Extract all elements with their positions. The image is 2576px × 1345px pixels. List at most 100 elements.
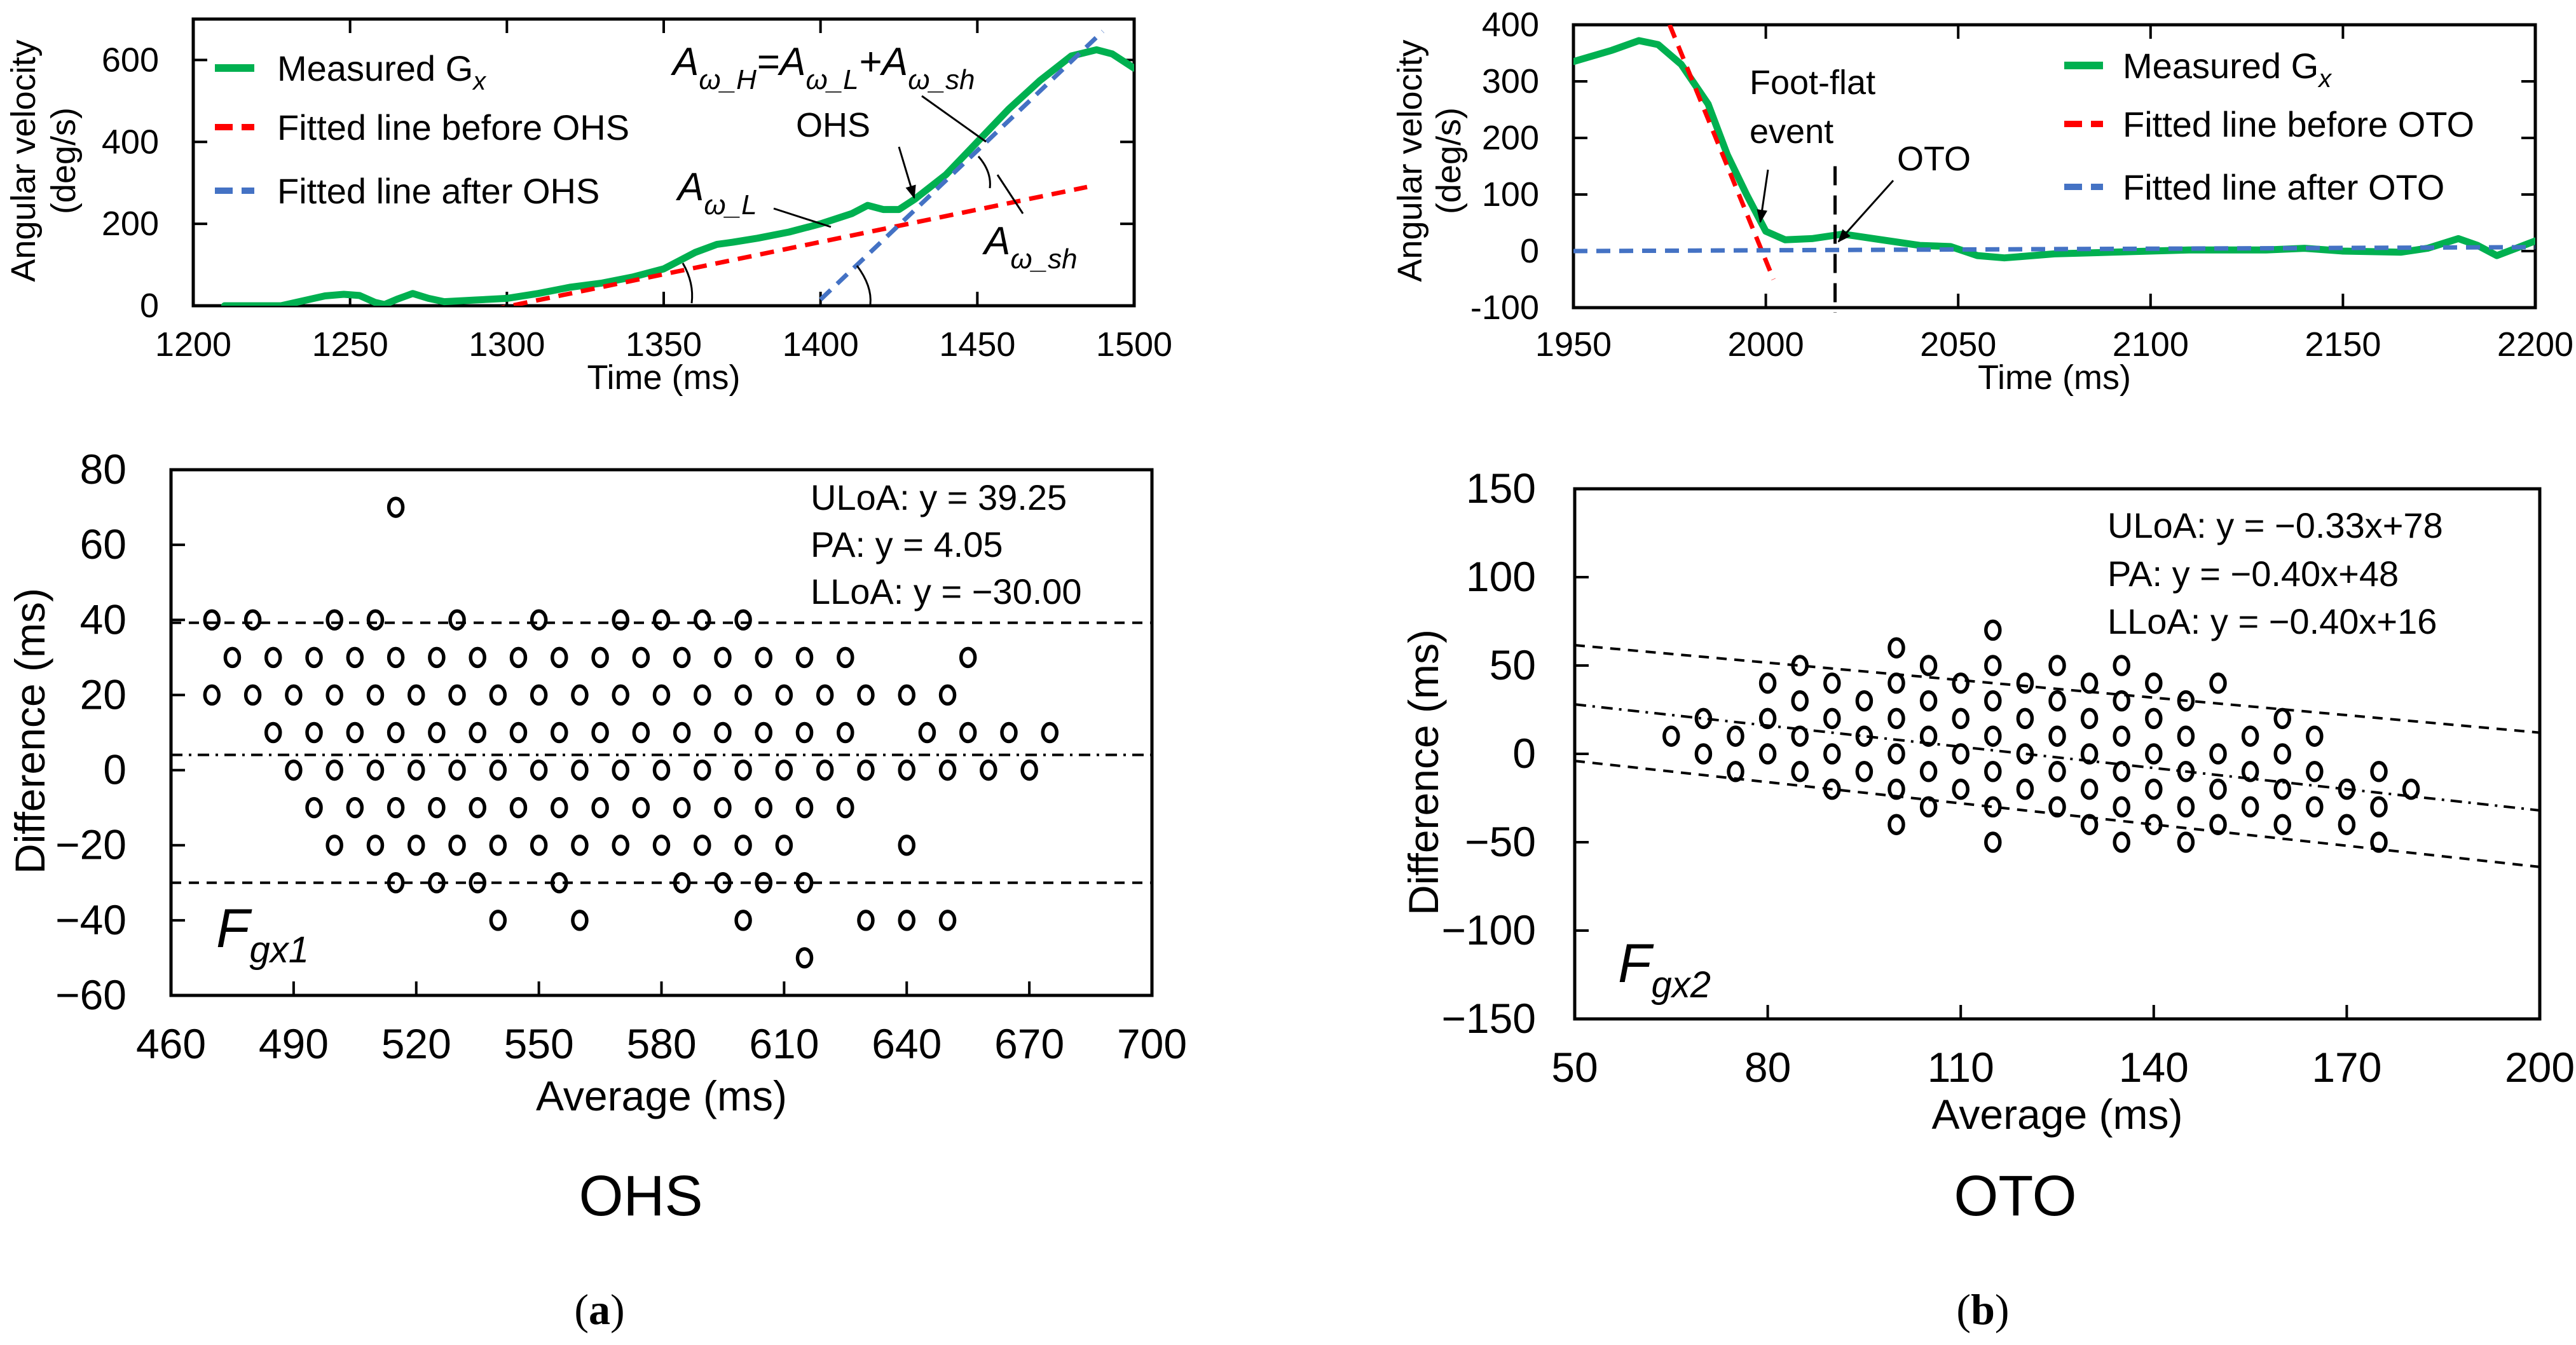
angle-arc-sh <box>977 156 991 189</box>
data-point <box>2016 707 2034 730</box>
x-tick-label: 520 <box>381 1020 451 1067</box>
data-point <box>2080 672 2099 694</box>
data-point <box>2273 707 2291 730</box>
y-tick-label: 150 <box>1466 465 1536 512</box>
data-point <box>571 684 589 706</box>
y-tick-label: −100 <box>1441 906 1536 953</box>
y-tick-label: 100 <box>1482 175 1539 214</box>
ohs-annotations: Aω_H=Aω_L+Aω_sh OHS Aω_L Aω_sh <box>670 40 1078 305</box>
oto-annotations: Foot-flat event OTO <box>1750 64 1971 243</box>
data-point <box>1855 690 1874 712</box>
data-point <box>612 834 629 856</box>
foot-flat-label: Foot-flat <box>1750 64 1875 102</box>
data-point <box>551 796 568 819</box>
data-point <box>1758 743 1777 765</box>
data-point <box>2177 690 2195 712</box>
data-point <box>1791 725 1809 747</box>
data-point <box>469 796 486 819</box>
data-point <box>734 759 752 781</box>
data-point <box>1791 690 1809 712</box>
bland-altman-ohs: 460 490 520 550 580 610 640 670 700 −60 −40 −20 0 20 4… <box>6 446 1187 1119</box>
data-point <box>346 796 364 819</box>
data-point <box>2080 743 2099 765</box>
plot-area <box>1573 25 2535 280</box>
legend-label: Fitted line before OHS <box>277 107 629 147</box>
data-point <box>1855 725 1874 747</box>
foot-flat-label-2: event <box>1750 113 1833 151</box>
y-tick-label: 200 <box>102 205 159 243</box>
data-point <box>2209 778 2227 800</box>
data-point <box>694 684 711 706</box>
data-point <box>2338 814 2356 835</box>
data-point <box>1020 759 1038 781</box>
data-point <box>366 609 385 631</box>
panel-label-sub: gx1 <box>250 929 310 971</box>
lloa-line <box>1575 760 2540 868</box>
data-point <box>857 684 875 706</box>
data-point <box>305 796 323 819</box>
data-point <box>1041 721 1059 744</box>
data-point <box>1694 743 1713 765</box>
data-point <box>898 759 915 781</box>
data-point <box>571 759 589 781</box>
data-point <box>305 721 323 744</box>
x-tick-label: 490 <box>259 1020 329 1067</box>
data-point <box>2306 761 2324 782</box>
y-tick-label: 400 <box>102 123 159 161</box>
data-point <box>694 609 711 631</box>
legend-label-sub: x <box>472 67 487 95</box>
data-point <box>1887 743 1905 765</box>
legend: Measured Gx Fitted line before OHS Fitted … <box>215 48 629 211</box>
oto-arrow <box>1837 179 1894 243</box>
x-tick-label: 1350 <box>626 325 702 364</box>
legend-label-sub: x <box>2317 65 2333 93</box>
y-axis-title: Angular velocity <box>4 39 43 282</box>
data-point <box>571 910 589 931</box>
measured-gx-line <box>221 46 1134 306</box>
data-point <box>489 759 507 781</box>
data-point <box>2338 778 2356 800</box>
data-point <box>1952 778 1970 800</box>
data-point <box>2113 655 2130 676</box>
data-point <box>489 834 507 856</box>
data-point <box>2273 814 2291 835</box>
data-point <box>285 684 303 706</box>
data-point <box>652 609 671 631</box>
data-point <box>203 609 221 631</box>
data-point <box>1984 761 2002 782</box>
data-point <box>591 646 609 669</box>
x-tick-label: 1450 <box>939 325 1015 364</box>
data-point <box>898 910 915 931</box>
data-point <box>428 796 446 819</box>
data-point <box>2177 761 2195 782</box>
data-point <box>795 947 814 969</box>
chart-oto-angular-velocity: 1950 2000 2050 2100 2150 2200 -100 0 100 200 300 40… <box>1391 6 2573 397</box>
data-point <box>795 646 814 669</box>
data-point <box>734 834 752 856</box>
x-tick-label: 50 <box>1551 1044 1598 1091</box>
data-point <box>387 872 405 894</box>
data-point <box>469 872 486 894</box>
data-point <box>734 609 752 631</box>
data-point <box>795 721 814 744</box>
legend-label-text: Fitted line before OHS <box>277 107 629 147</box>
data-point <box>1662 725 1680 747</box>
data-point <box>530 684 548 706</box>
data-point <box>938 759 957 781</box>
data-point <box>387 796 405 819</box>
x-tick-label: 1250 <box>312 325 388 364</box>
plot-area <box>171 496 1152 969</box>
uloa-equation: ULoA: y = −0.33x+78 <box>2107 505 2443 545</box>
fitted-before-line <box>1668 25 1776 280</box>
uloa-line <box>1575 644 2540 734</box>
panel-a-title: OHS <box>579 1164 702 1228</box>
data-point <box>1791 761 1809 782</box>
data-point <box>243 684 262 706</box>
y-tick-label: −40 <box>55 896 127 943</box>
plot-frame <box>1572 23 2537 310</box>
x-tick-label: 2150 <box>2305 325 2381 364</box>
data-point <box>2113 725 2130 747</box>
data-point <box>1887 637 1905 659</box>
x-tick-label: 2050 <box>1920 325 1996 364</box>
